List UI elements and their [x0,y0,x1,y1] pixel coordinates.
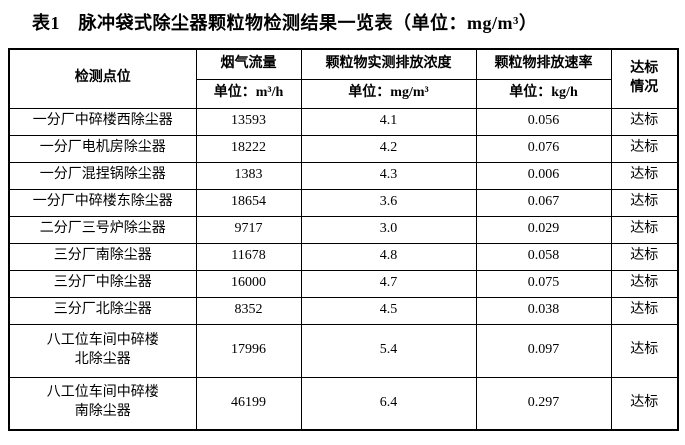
header-flow: 烟气流量 [195,48,302,80]
cell-concentration: 3.0 [300,215,477,244]
table-row: 一分厂中碎楼西除尘器 13593 4.1 0.056 达标 [8,107,679,136]
table-row: 一分厂混捏锅除尘器 1383 4.3 0.006 达标 [8,161,679,190]
cell-point: 三分厂南除尘器 [8,242,197,271]
header-row-units: 单位：m³/h 单位：mg/m³ 单位：kg/h [9,78,678,109]
cell-flow: 17996 [195,323,302,378]
cell-point: 一分厂电机房除尘器 [8,134,197,163]
cell-rate: 0.297 [475,376,612,431]
cell-point: 一分厂混捏锅除尘器 [8,161,197,190]
cell-concentration: 4.1 [300,107,477,136]
cell-point: 八工位车间中碎楼 北除尘器 [8,323,197,378]
table-row: 八工位车间中碎楼 南除尘器 46199 6.4 0.297 达标 [8,376,679,431]
cell-point: 二分厂三号炉除尘器 [8,215,197,244]
cell-status: 达标 [610,296,679,325]
cell-concentration: 6.4 [300,376,477,431]
cell-status: 达标 [610,242,679,271]
header-concentration-unit: 单位：mg/m³ [300,78,477,109]
cell-flow: 1383 [195,161,302,190]
table-row: 一分厂中碎楼东除尘器 18654 3.6 0.067 达标 [8,188,679,217]
header-row-names: 检测点位 烟气流量 颗粒物实测排放浓度 颗粒物排放速率 达标 情况 [8,48,679,109]
header-flow-unit: 单位：m³/h [195,78,302,109]
cell-rate: 0.056 [475,107,612,136]
cell-rate: 0.038 [475,296,612,325]
table-row: 三分厂南除尘器 11678 4.8 0.058 达标 [8,242,679,271]
cell-point: 一分厂中碎楼西除尘器 [8,107,197,136]
table-row: 一分厂电机房除尘器 18222 4.2 0.076 达标 [8,134,679,163]
cell-rate: 0.075 [475,269,612,298]
cell-flow: 8352 [195,296,302,325]
cell-flow: 9717 [195,215,302,244]
table-title: 表1 脉冲袋式除尘器颗粒物检测结果一览表（单位：mg/m³） [32,13,538,33]
cell-rate: 0.067 [475,188,612,217]
cell-flow: 13593 [195,107,302,136]
cell-status: 达标 [610,107,679,136]
cell-rate: 0.076 [475,134,612,163]
cell-concentration: 3.6 [300,188,477,217]
results-table: 检测点位 烟气流量 颗粒物实测排放浓度 颗粒物排放速率 达标 情况 单位：m³/… [8,48,679,431]
cell-concentration: 4.2 [300,134,477,163]
cell-status: 达标 [610,215,679,244]
cell-point: 三分厂北除尘器 [8,296,197,325]
header-rate: 颗粒物排放速率 [475,48,612,80]
header-status: 达标 情况 [610,48,679,109]
cell-flow: 18654 [195,188,302,217]
cell-status: 达标 [610,161,679,190]
header-rate-unit: 单位：kg/h [475,78,612,109]
cell-concentration: 4.7 [300,269,477,298]
cell-flow: 18222 [195,134,302,163]
cell-rate: 0.097 [475,323,612,378]
cell-point: 八工位车间中碎楼 南除尘器 [8,376,197,431]
cell-point: 三分厂中除尘器 [8,269,197,298]
cell-point: 一分厂中碎楼东除尘器 [8,188,197,217]
cell-rate: 0.006 [475,161,612,190]
table-row: 三分厂中除尘器 16000 4.7 0.075 达标 [8,269,679,298]
cell-concentration: 5.4 [300,323,477,378]
cell-flow: 16000 [195,269,302,298]
header-concentration: 颗粒物实测排放浓度 [300,48,477,80]
table-row: 八工位车间中碎楼 北除尘器 17996 5.4 0.097 达标 [8,323,679,378]
cell-flow: 11678 [195,242,302,271]
cell-concentration: 4.8 [300,242,477,271]
table-row: 三分厂北除尘器 8352 4.5 0.038 达标 [8,296,679,325]
cell-rate: 0.029 [475,215,612,244]
header-point: 检测点位 [8,48,197,109]
cell-status: 达标 [610,323,679,378]
cell-rate: 0.058 [475,242,612,271]
cell-concentration: 4.3 [300,161,477,190]
cell-status: 达标 [610,134,679,163]
cell-status: 达标 [610,376,679,431]
cell-status: 达标 [610,188,679,217]
table-row: 二分厂三号炉除尘器 9717 3.0 0.029 达标 [8,215,679,244]
cell-status: 达标 [610,269,679,298]
cell-concentration: 4.5 [300,296,477,325]
cell-flow: 46199 [195,376,302,431]
